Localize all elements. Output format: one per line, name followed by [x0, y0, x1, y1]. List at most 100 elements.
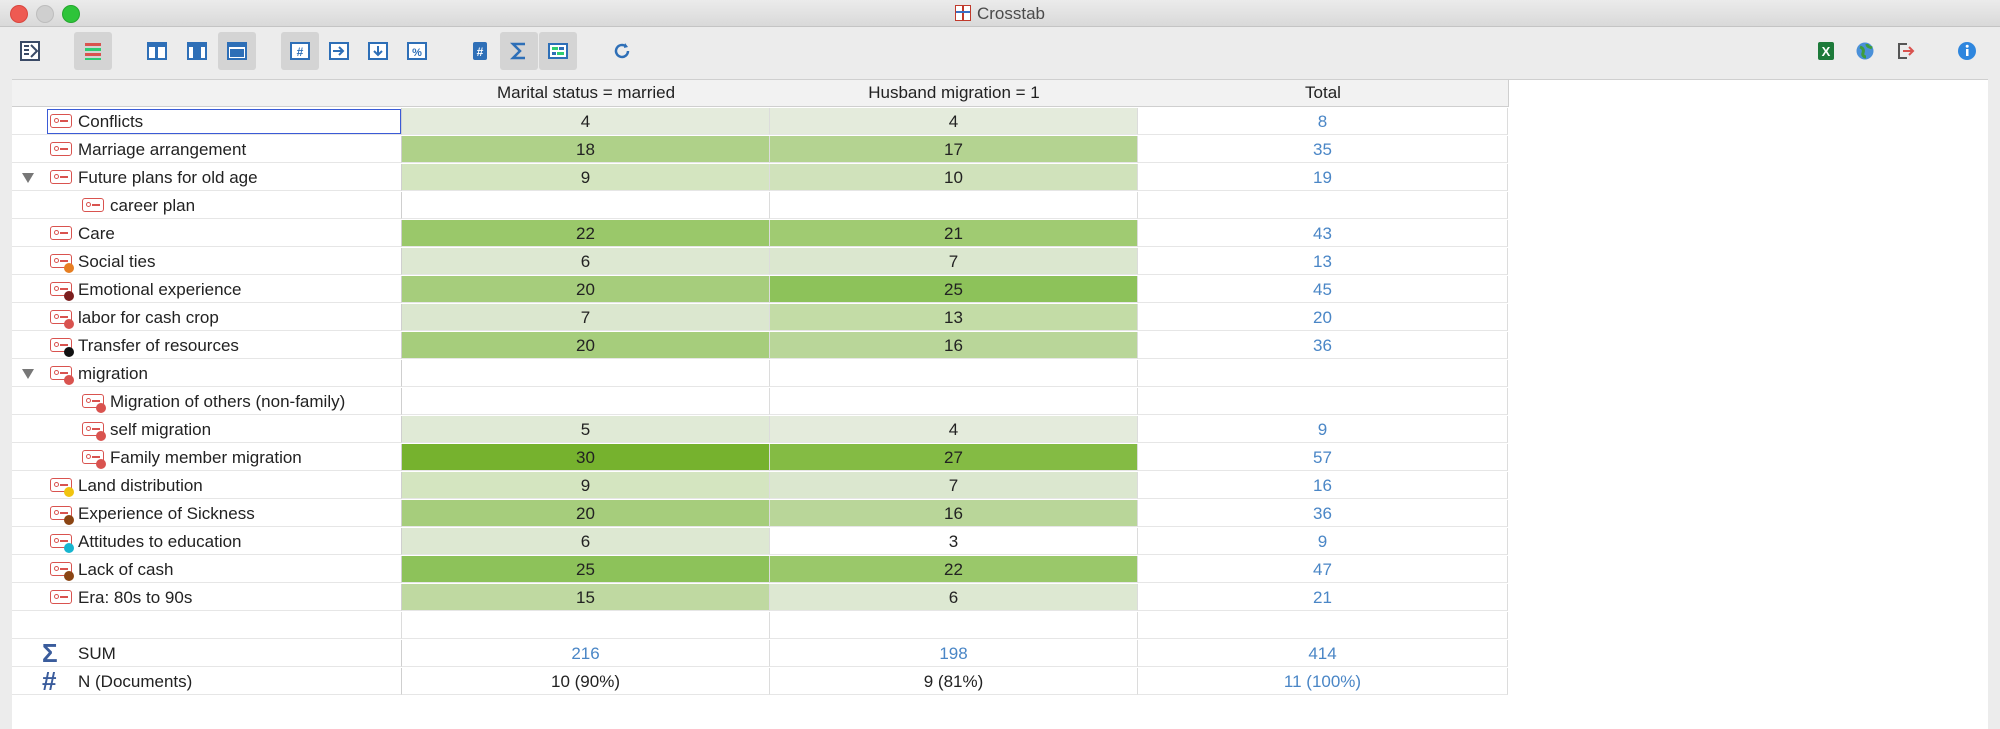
expand-triangle-icon[interactable]	[22, 369, 34, 379]
table-row[interactable]: Conflicts 4 4 8	[12, 108, 1508, 136]
cell-husband-migration[interactable]	[770, 388, 1138, 415]
table-row[interactable]: Future plans for old age 9 10 19	[12, 164, 1508, 192]
cell-husband-migration[interactable]: 25	[770, 276, 1138, 303]
cell-husband-migration[interactable]: 16	[770, 500, 1138, 527]
excel-export-button[interactable]: X	[1807, 32, 1845, 70]
table-row[interactable]: labor for cash crop 7 13 20	[12, 304, 1508, 332]
row-label-cell[interactable]: Emotional experience	[12, 276, 402, 303]
hash-button[interactable]: #	[281, 32, 319, 70]
cell-husband-migration[interactable]: 13	[770, 304, 1138, 331]
row-percent-button[interactable]	[320, 32, 358, 70]
column-header-husband-migration[interactable]: Husband migration = 1	[770, 80, 1139, 107]
code-selection-button[interactable]	[11, 32, 49, 70]
cell-total[interactable]: 21	[1138, 584, 1508, 611]
table-row[interactable]: Attitudes to education 6 3 9	[12, 528, 1508, 556]
cell-total[interactable]: 20	[1138, 304, 1508, 331]
cell-married[interactable]: 30	[402, 444, 770, 471]
row-label-cell[interactable]: Future plans for old age	[12, 164, 402, 191]
table-row[interactable]: Family member migration 30 27 57	[12, 444, 1508, 472]
cell-married[interactable]: 22	[402, 220, 770, 247]
zoom-window-button[interactable]	[62, 5, 80, 23]
row-label-cell[interactable]: Social ties	[12, 248, 402, 275]
row-label-cell[interactable]: Lack of cash	[12, 556, 402, 583]
row-label-cell[interactable]: Experience of Sickness	[12, 500, 402, 527]
layout-full-button[interactable]	[218, 32, 256, 70]
cell-husband-migration[interactable]: 4	[770, 108, 1138, 135]
expand-triangle-icon[interactable]	[22, 173, 34, 183]
row-label-cell[interactable]: Era: 80s to 90s	[12, 584, 402, 611]
cell-husband-migration[interactable]: 10	[770, 164, 1138, 191]
table-row[interactable]: self migration 5 4 9	[12, 416, 1508, 444]
sum-button[interactable]	[500, 32, 538, 70]
row-label-cell[interactable]: Attitudes to education	[12, 528, 402, 555]
cell-married[interactable]: 6	[402, 248, 770, 275]
cell-married[interactable]	[402, 192, 770, 219]
cell-husband-migration[interactable]: 4	[770, 416, 1138, 443]
row-label-cell[interactable]: Family member migration	[12, 444, 402, 471]
row-label-cell[interactable]: Conflicts	[12, 108, 402, 135]
cell-total[interactable]: 8	[1138, 108, 1508, 135]
cell-husband-migration[interactable]: 7	[770, 472, 1138, 499]
cell-total[interactable]: 36	[1138, 332, 1508, 359]
exit-button[interactable]	[1886, 32, 1924, 70]
code-list-button[interactable]	[74, 32, 112, 70]
table-row[interactable]: Era: 80s to 90s 15 6 21	[12, 584, 1508, 612]
table-row[interactable]: career plan	[12, 192, 1508, 220]
cell-total[interactable]: 45	[1138, 276, 1508, 303]
cell-husband-migration[interactable]: 6	[770, 584, 1138, 611]
table-row[interactable]: Marriage arrangement 18 17 35	[12, 136, 1508, 164]
cell-total[interactable]	[1138, 360, 1508, 387]
table-row[interactable]: Social ties 6 7 13	[12, 248, 1508, 276]
table-row[interactable]: Emotional experience 20 25 45	[12, 276, 1508, 304]
column-header-married[interactable]: Marital status = married	[402, 80, 771, 107]
cell-married[interactable]: 5	[402, 416, 770, 443]
close-window-button[interactable]	[10, 5, 28, 23]
cell-married[interactable]: 18	[402, 136, 770, 163]
row-label-cell[interactable]: labor for cash crop	[12, 304, 402, 331]
web-export-button[interactable]	[1846, 32, 1884, 70]
minimize-window-button[interactable]	[36, 5, 54, 23]
cell-husband-migration[interactable]: 7	[770, 248, 1138, 275]
cell-married[interactable]: 20	[402, 276, 770, 303]
row-label-cell[interactable]: self migration	[12, 416, 402, 443]
layout-top-button[interactable]	[138, 32, 176, 70]
cell-husband-migration[interactable]: 22	[770, 556, 1138, 583]
row-label-cell[interactable]: migration	[12, 360, 402, 387]
table-row[interactable]: migration	[12, 360, 1508, 388]
cell-total[interactable]: 13	[1138, 248, 1508, 275]
info-button[interactable]	[1948, 32, 1986, 70]
cell-married[interactable]: 9	[402, 472, 770, 499]
cell-total[interactable]: 16	[1138, 472, 1508, 499]
cell-husband-migration[interactable]	[770, 360, 1138, 387]
table-row[interactable]: Migration of others (non-family)	[12, 388, 1508, 416]
document-count-button[interactable]: #	[461, 32, 499, 70]
cell-total[interactable]	[1138, 388, 1508, 415]
cell-married[interactable]	[402, 360, 770, 387]
cell-married[interactable]: 4	[402, 108, 770, 135]
cell-total[interactable]: 9	[1138, 416, 1508, 443]
column-header-total[interactable]: Total	[1138, 80, 1509, 107]
row-label-cell[interactable]: career plan	[12, 192, 402, 219]
cell-husband-migration[interactable]: 16	[770, 332, 1138, 359]
cell-husband-migration[interactable]	[770, 192, 1138, 219]
cell-total[interactable]: 43	[1138, 220, 1508, 247]
refresh-button[interactable]	[603, 32, 641, 70]
cell-married[interactable]	[402, 388, 770, 415]
table-row[interactable]: Land distribution 9 7 16	[12, 472, 1508, 500]
cell-total[interactable]: 9	[1138, 528, 1508, 555]
row-label-cell[interactable]: Migration of others (non-family)	[12, 388, 402, 415]
cell-married[interactable]: 6	[402, 528, 770, 555]
cell-married[interactable]: 25	[402, 556, 770, 583]
row-label-cell[interactable]: Land distribution	[12, 472, 402, 499]
cell-married[interactable]: 20	[402, 332, 770, 359]
cell-husband-migration[interactable]: 3	[770, 528, 1138, 555]
percent-button[interactable]: %	[398, 32, 436, 70]
cell-married[interactable]: 9	[402, 164, 770, 191]
table-row[interactable]: Care 22 21 43	[12, 220, 1508, 248]
row-label-cell[interactable]: Care	[12, 220, 402, 247]
layout-middle-button[interactable]	[178, 32, 216, 70]
cell-total[interactable]: 19	[1138, 164, 1508, 191]
cell-total[interactable]	[1138, 192, 1508, 219]
table-row[interactable]: Transfer of resources 20 16 36	[12, 332, 1508, 360]
table-row[interactable]: Lack of cash 25 22 47	[12, 556, 1508, 584]
